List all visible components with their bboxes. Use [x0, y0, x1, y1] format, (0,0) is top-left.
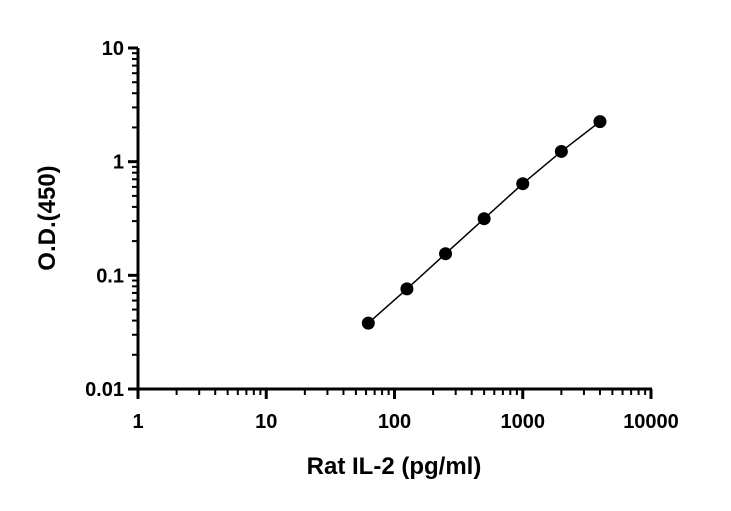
y-tick-label: 1 — [113, 152, 124, 174]
axes — [136, 48, 652, 391]
data-point — [400, 282, 414, 296]
data-point — [516, 177, 530, 191]
x-tick-label: 1000 — [501, 411, 546, 433]
x-tick-label: 1 — [132, 411, 143, 433]
x-tick-label: 10 — [255, 411, 277, 433]
data-point — [554, 144, 568, 158]
data-point — [439, 247, 453, 261]
y-tick-label: 0.1 — [96, 265, 124, 287]
axis-ticks — [128, 46, 653, 399]
y-tick-label: 0.01 — [85, 379, 124, 401]
data-point — [593, 115, 607, 129]
x-tick-label: 100 — [378, 411, 411, 433]
data-point — [477, 212, 491, 226]
x-axis-title: Rat IL-2 (pg/ml) — [307, 453, 482, 480]
data-series — [361, 115, 607, 330]
data-point — [361, 316, 375, 330]
axis-tick-labels: 1 10 100 1000 10000 0.01 0.1 1 10 — [85, 38, 679, 433]
x-tick-label: 10000 — [623, 411, 679, 433]
y-axis-title: O.D.(450) — [34, 165, 61, 270]
y-tick-label: 10 — [102, 38, 124, 60]
